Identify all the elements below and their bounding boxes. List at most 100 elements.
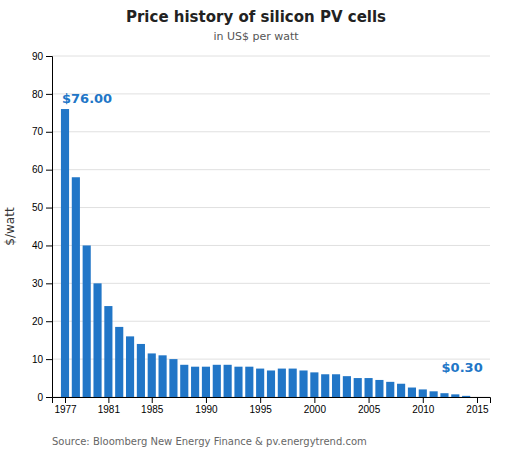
x-tick-mark [206,397,207,403]
x-tick-label: 2010 [412,404,435,415]
bar [451,394,459,397]
bar [462,396,470,397]
bar [126,336,134,397]
bar [245,367,253,397]
bar [137,344,145,397]
y-tick: 80 [32,89,52,100]
y-tick: 70 [32,126,52,137]
y-tick-mark [46,397,52,398]
x-tick-mark [423,397,424,403]
x-tick-mark [314,397,315,403]
x-tick: 2015 [466,397,489,415]
bar [72,177,80,397]
y-tick: 40 [32,240,52,251]
y-tick: 90 [32,51,52,62]
bar [83,245,91,397]
x-axis-line [53,398,491,404]
x-tick-label: 1995 [250,404,273,415]
bar [61,109,69,397]
bar [440,393,448,397]
x-tick-label: 2000 [304,404,327,415]
grid-line [52,131,490,132]
y-axis: 0 10 20 30 40 50 60 70 80 90 [32,51,53,403]
bar [267,370,275,397]
x-tick: 1981 [98,397,121,415]
y-tick: 60 [32,164,52,175]
x-tick-label: 1981 [98,404,121,415]
bar [332,374,340,397]
bar [234,367,242,397]
y-tick-label: 70 [32,126,44,137]
grid-line [52,321,490,322]
y-tick-label: 50 [32,202,44,213]
bar [202,367,210,397]
bar [224,365,232,397]
annotation: $0.30 [442,360,483,375]
bar [343,376,351,397]
bar [180,365,188,397]
bar [321,374,329,397]
bar [419,389,427,397]
x-tick-mark [65,397,66,403]
x-tick: 2010 [412,397,435,415]
y-tick-mark [46,94,52,95]
y-tick: 30 [32,278,52,289]
bar [430,391,438,397]
chart: Price history of silicon PV cells in US$ … [0,0,512,455]
bar [256,369,264,397]
y-tick: 10 [32,354,52,365]
y-tick-label: 20 [32,316,44,327]
bar [148,353,156,397]
grid-line [52,93,490,94]
y-tick-label: 10 [32,354,44,365]
y-tick: 50 [32,202,52,213]
y-tick-mark [46,56,52,57]
grid-line [52,56,490,57]
grid-line [52,207,490,208]
x-tick-label: 1977 [54,404,77,415]
x-tick-label: 1990 [195,404,218,415]
bar [169,359,177,397]
title: Price history of silicon PV cells [126,8,386,26]
grid-line [52,245,490,246]
y-tick-mark [46,321,52,322]
bar [310,372,318,397]
x-tick-label: 2015 [466,404,489,415]
grid [52,56,490,397]
bar [115,327,123,397]
y-tick-mark [46,245,52,246]
y-tick-mark [46,170,52,171]
plot: 1977 1981 1985 1990 1995 2000 2005 2010 2015 0 10 2… [3,51,491,415]
x-tick: 1990 [195,397,218,415]
y-tick-mark [46,359,52,360]
x-tick-mark [260,397,261,403]
y-tick: 20 [32,316,52,327]
annotation: $76.00 [62,91,112,106]
bar [93,283,101,397]
x-axis: 1977 1981 1985 1990 1995 2000 2005 2010 2015 [53,397,491,415]
bar [386,382,394,397]
y-tick-label: 90 [32,51,44,62]
bar [159,355,167,397]
x-tick-label: 1985 [141,404,164,415]
grid-line [52,283,490,284]
y-axis-title: $/watt [3,207,17,246]
y-tick-label: 40 [32,240,44,251]
x-tick-label: 2005 [358,404,381,415]
bar [408,388,416,397]
x-tick: 1977 [54,397,77,415]
y-tick-mark [46,132,52,133]
x-tick: 2000 [304,397,327,415]
bar [375,380,383,397]
x-tick-mark [108,397,109,403]
x-tick: 2005 [358,397,381,415]
bar [365,378,373,397]
bar [289,369,297,397]
y-tick: 0 [37,392,52,403]
subtitle: in US$ per watt [213,30,299,43]
bar [278,369,286,397]
x-tick-mark [369,397,370,403]
bar [191,367,199,397]
x-tick-mark [477,397,478,403]
y-tick-mark [46,283,52,284]
